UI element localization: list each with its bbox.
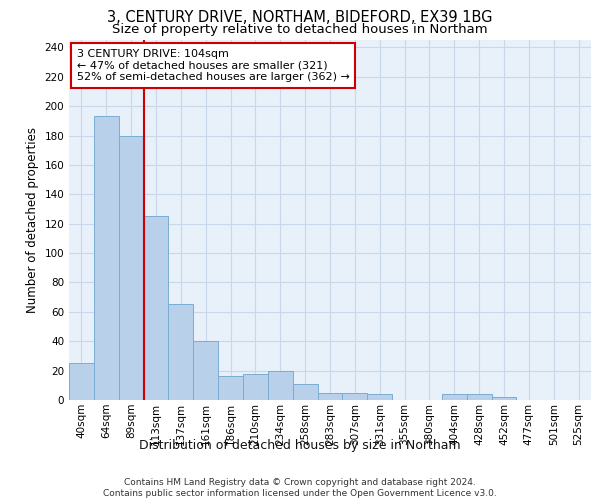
Bar <box>268 370 293 400</box>
Bar <box>218 376 243 400</box>
Bar <box>119 136 143 400</box>
Bar <box>317 392 343 400</box>
Y-axis label: Number of detached properties: Number of detached properties <box>26 127 39 313</box>
Bar <box>367 394 392 400</box>
Bar <box>491 397 517 400</box>
Bar <box>343 392 367 400</box>
Bar <box>169 304 193 400</box>
Text: Distribution of detached houses by size in Northam: Distribution of detached houses by size … <box>139 440 461 452</box>
Bar <box>94 116 119 400</box>
Text: 3 CENTURY DRIVE: 104sqm
← 47% of detached houses are smaller (321)
52% of semi-d: 3 CENTURY DRIVE: 104sqm ← 47% of detache… <box>77 49 350 82</box>
Text: Contains HM Land Registry data © Crown copyright and database right 2024.
Contai: Contains HM Land Registry data © Crown c… <box>103 478 497 498</box>
Text: 3, CENTURY DRIVE, NORTHAM, BIDEFORD, EX39 1BG: 3, CENTURY DRIVE, NORTHAM, BIDEFORD, EX3… <box>107 10 493 25</box>
Bar <box>442 394 467 400</box>
Text: Size of property relative to detached houses in Northam: Size of property relative to detached ho… <box>112 22 488 36</box>
Bar <box>193 341 218 400</box>
Bar <box>69 364 94 400</box>
Bar <box>143 216 169 400</box>
Bar <box>293 384 317 400</box>
Bar <box>243 374 268 400</box>
Bar <box>467 394 491 400</box>
